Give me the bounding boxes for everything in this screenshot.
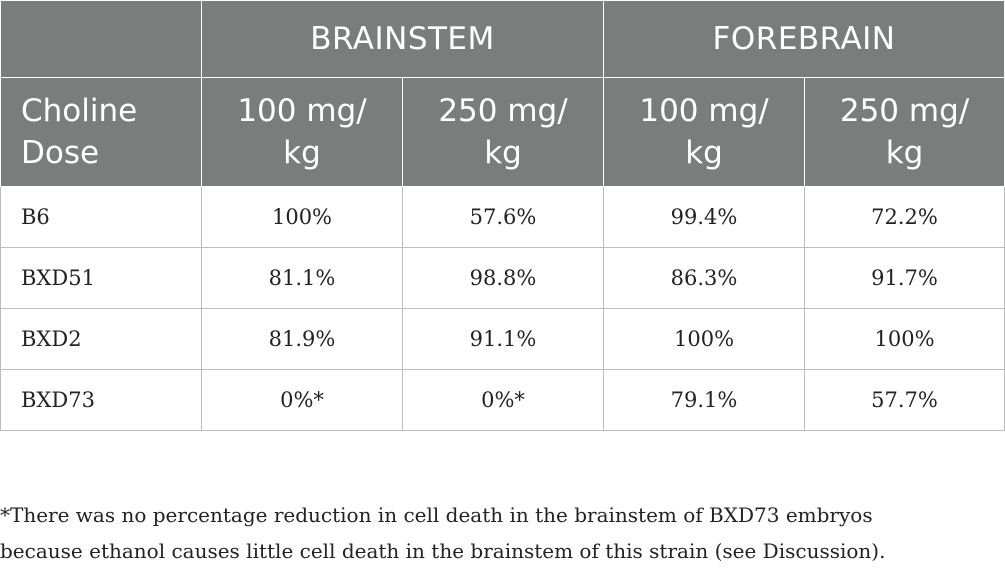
dose-header-row: Choline Dose 100 mg/ kg 250 mg/ kg 100 m…: [0, 77, 1005, 187]
value-cell: 0%*: [201, 369, 403, 431]
value-cell: 72.2%: [804, 186, 1005, 248]
footnote-line2: because ethanol causes little cell death…: [0, 539, 886, 563]
dose-header-line1: 100 mg/: [639, 93, 769, 129]
dose-header-line2: kg: [885, 135, 924, 171]
dose-header-line2: kg: [283, 135, 321, 171]
dose-header-line1: 250 mg/: [438, 93, 568, 129]
value-cell: 98.8%: [401, 247, 605, 309]
value-cell: 81.1%: [201, 247, 403, 309]
strain-cell: B6: [0, 186, 202, 248]
value-cell: 100%: [201, 186, 403, 248]
strain-cell: BXD2: [0, 308, 202, 370]
dose-header-forebrain-250: 250 mg/ kg: [804, 77, 1005, 187]
dose-header-line1: 100 mg/: [237, 93, 367, 129]
dose-header-brainstem-250: 250 mg/ kg: [401, 77, 605, 187]
value-cell: 57.6%: [401, 186, 605, 248]
choline-dose-header-line2: Dose: [21, 135, 100, 171]
value-cell: 86.3%: [603, 247, 806, 309]
footnote-line1: *There was no percentage reduction in ce…: [0, 503, 873, 527]
results-table: BRAINSTEM FOREBRAIN Choline Dose 100 mg/…: [0, 0, 1005, 431]
dose-header-forebrain-100: 100 mg/ kg: [603, 77, 806, 187]
strain-cell: BXD73: [0, 369, 202, 431]
value-cell: 81.9%: [201, 308, 403, 370]
value-cell: 91.1%: [401, 308, 605, 370]
choline-dose-header: Choline Dose: [0, 77, 202, 187]
dose-header-brainstem-100: 100 mg/ kg: [201, 77, 403, 187]
value-cell: 100%: [804, 308, 1005, 370]
value-cell: 99.4%: [603, 186, 806, 248]
dose-header-line2: kg: [484, 135, 522, 171]
choline-dose-header-line1: Choline: [21, 93, 138, 129]
table-row-bxd51: BXD51 81.1% 98.8% 86.3% 91.7%: [0, 247, 1005, 309]
dose-header-line2: kg: [685, 135, 723, 171]
value-cell: 0%*: [401, 369, 605, 431]
region-header-brainstem: BRAINSTEM: [200, 0, 605, 78]
strain-cell: BXD51: [0, 247, 202, 309]
value-cell: 57.7%: [804, 369, 1005, 431]
region-header-blank: [0, 0, 202, 78]
table-footnote: *There was no percentage reduction in ce…: [0, 497, 1000, 569]
region-header-forebrain: FOREBRAIN: [603, 0, 1005, 78]
value-cell: 91.7%: [804, 247, 1005, 309]
value-cell: 100%: [603, 308, 806, 370]
value-cell: 79.1%: [603, 369, 806, 431]
region-header-row: BRAINSTEM FOREBRAIN: [0, 0, 1005, 78]
table-row-bxd73: BXD73 0%* 0%* 79.1% 57.7%: [0, 369, 1005, 431]
table-row-bxd2: BXD2 81.9% 91.1% 100% 100%: [0, 308, 1005, 370]
dose-header-line1: 250 mg/: [839, 93, 970, 129]
table-row-b6: B6 100% 57.6% 99.4% 72.2%: [0, 186, 1005, 248]
